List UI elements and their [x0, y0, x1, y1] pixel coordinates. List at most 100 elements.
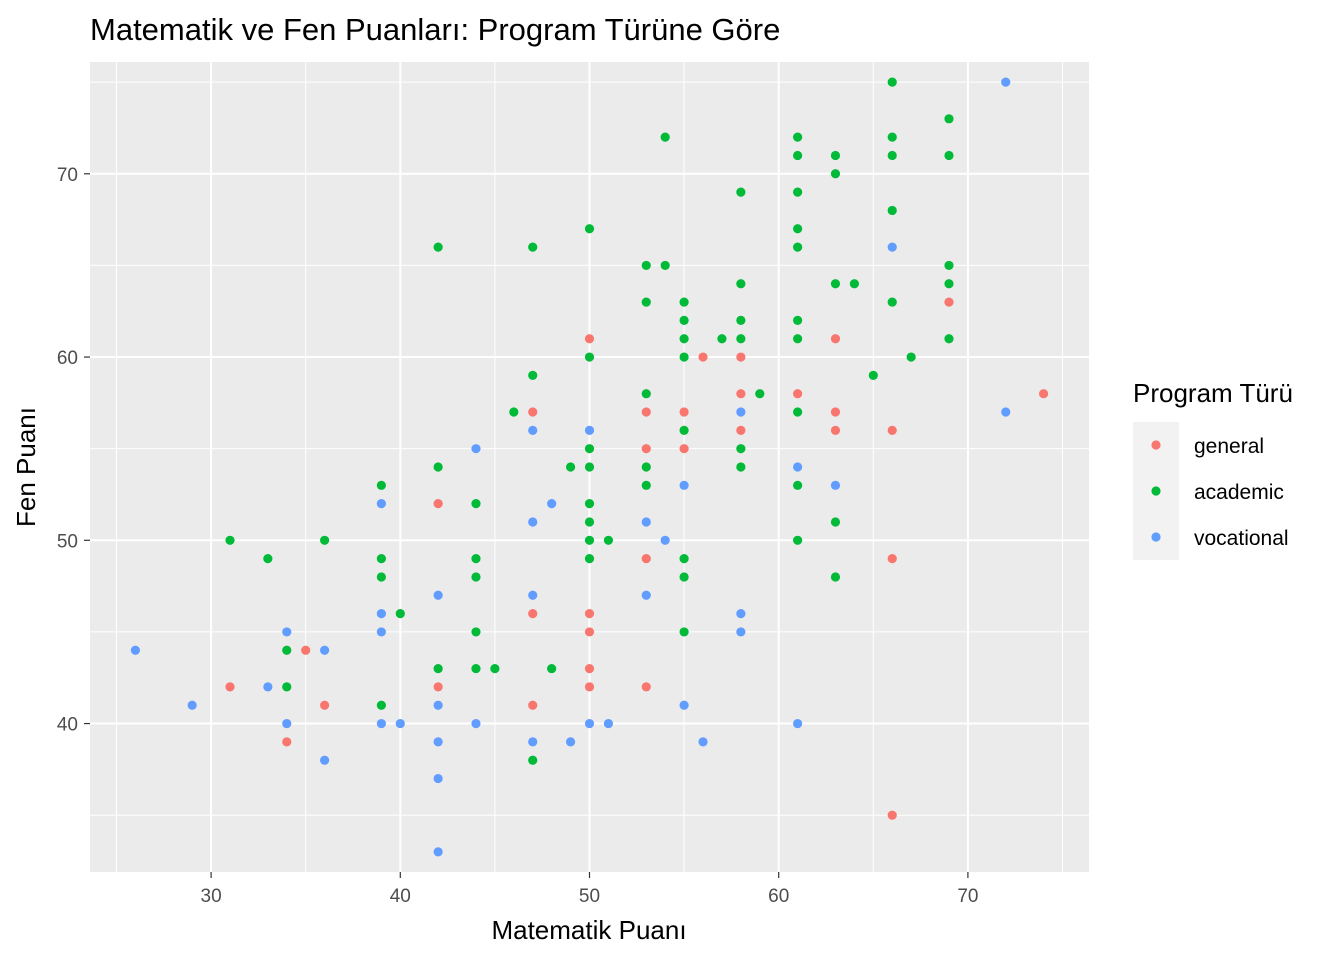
- data-point-academic: [547, 663, 557, 674]
- data-point-vocational: [679, 700, 689, 710]
- data-point-general: [679, 444, 689, 454]
- x-axis-title: Matematik Puanı: [491, 915, 686, 945]
- data-point-vocational: [547, 499, 557, 509]
- data-point-general: [679, 407, 689, 417]
- data-point-academic: [376, 554, 386, 564]
- data-point-general: [584, 609, 595, 619]
- data-point-vocational: [528, 425, 538, 435]
- data-point-academic: [679, 352, 689, 362]
- data-point-academic: [736, 279, 746, 289]
- data-point-academic: [793, 224, 803, 234]
- data-point-vocational: [698, 737, 708, 747]
- data-point-academic: [679, 627, 689, 637]
- data-point-vocational: [320, 755, 330, 765]
- data-point-academic: [944, 279, 954, 289]
- data-point-general: [698, 352, 708, 362]
- data-point-academic: [490, 663, 500, 674]
- data-point-academic: [282, 682, 292, 692]
- data-point-vocational: [736, 627, 746, 637]
- data-point-vocational: [282, 627, 292, 637]
- data-point-general: [641, 682, 651, 692]
- data-point-vocational: [660, 535, 670, 545]
- data-point-academic: [679, 425, 689, 435]
- data-point-vocational: [130, 645, 141, 655]
- data-point-academic: [584, 517, 595, 527]
- data-point-general: [641, 554, 651, 564]
- data-point-academic: [471, 572, 481, 582]
- data-point-general: [736, 425, 746, 435]
- data-point-academic: [584, 352, 595, 362]
- data-point-academic: [320, 535, 330, 545]
- data-point-academic: [793, 480, 803, 490]
- y-tick-label: 60: [57, 348, 78, 369]
- data-point-academic: [793, 187, 803, 197]
- data-point-general: [584, 682, 595, 692]
- data-point-academic: [565, 462, 576, 472]
- data-point-general: [830, 407, 841, 417]
- data-point-academic: [584, 499, 595, 509]
- data-point-vocational: [565, 737, 576, 747]
- data-point-academic: [584, 444, 595, 454]
- data-point-academic: [225, 535, 235, 545]
- chart-title: Matematik ve Fen Puanları: Program Türün…: [90, 12, 780, 47]
- x-tick-label: 60: [768, 886, 789, 907]
- data-point-academic: [679, 315, 689, 325]
- y-tick-label: 50: [57, 531, 78, 552]
- data-point-vocational: [1001, 407, 1011, 417]
- data-point-general: [528, 700, 538, 710]
- data-point-academic: [887, 132, 897, 142]
- data-point-academic: [906, 352, 916, 362]
- data-point-academic: [509, 407, 519, 417]
- data-point-academic: [471, 627, 481, 637]
- x-tick-label: 70: [957, 886, 978, 907]
- data-point-academic: [887, 77, 897, 87]
- data-point-vocational: [187, 700, 197, 710]
- data-point-academic: [376, 572, 386, 582]
- data-point-general: [793, 389, 803, 399]
- data-point-academic: [471, 663, 481, 674]
- legend-items: general academic vocational: [1133, 422, 1289, 560]
- data-point-general: [641, 407, 651, 417]
- legend-title: Program Türü: [1133, 378, 1293, 408]
- data-point-academic: [528, 370, 538, 380]
- data-point-academic: [830, 150, 841, 161]
- data-point-general: [887, 810, 897, 820]
- legend-marker-academic: [1151, 486, 1161, 496]
- data-point-academic: [641, 389, 651, 399]
- data-point-academic: [793, 315, 803, 325]
- x-axis: 30 40 50 60 70: [201, 872, 978, 907]
- data-point-academic: [736, 334, 746, 344]
- data-point-academic: [433, 242, 443, 252]
- x-tick-label: 40: [390, 886, 411, 907]
- data-point-academic: [433, 663, 443, 674]
- data-point-academic: [282, 645, 292, 655]
- data-point-general: [225, 682, 235, 692]
- data-point-academic: [793, 407, 803, 417]
- data-point-general: [641, 444, 651, 454]
- data-point-vocational: [641, 590, 651, 600]
- data-point-academic: [641, 462, 651, 472]
- data-point-academic: [660, 260, 670, 271]
- data-point-academic: [376, 480, 386, 490]
- data-point-academic: [793, 132, 803, 142]
- data-point-general: [584, 663, 595, 674]
- data-point-vocational: [736, 407, 746, 417]
- y-axis-title: Fen Puanı: [11, 407, 41, 527]
- data-point-academic: [376, 700, 386, 710]
- data-point-vocational: [528, 590, 538, 600]
- data-point-academic: [793, 535, 803, 545]
- legend-label-general: general: [1194, 435, 1264, 458]
- data-point-vocational: [376, 718, 386, 729]
- data-point-academic: [736, 187, 746, 197]
- data-point-vocational: [320, 645, 330, 655]
- data-points: [130, 77, 1049, 857]
- data-point-vocational: [433, 847, 443, 857]
- data-point-academic: [679, 297, 689, 307]
- legend-label-vocational: vocational: [1194, 527, 1289, 550]
- data-point-academic: [755, 389, 765, 399]
- data-point-academic: [887, 205, 897, 216]
- data-point-academic: [433, 462, 443, 472]
- data-point-academic: [944, 114, 954, 124]
- y-tick-label: 40: [57, 715, 78, 736]
- data-point-academic: [679, 572, 689, 582]
